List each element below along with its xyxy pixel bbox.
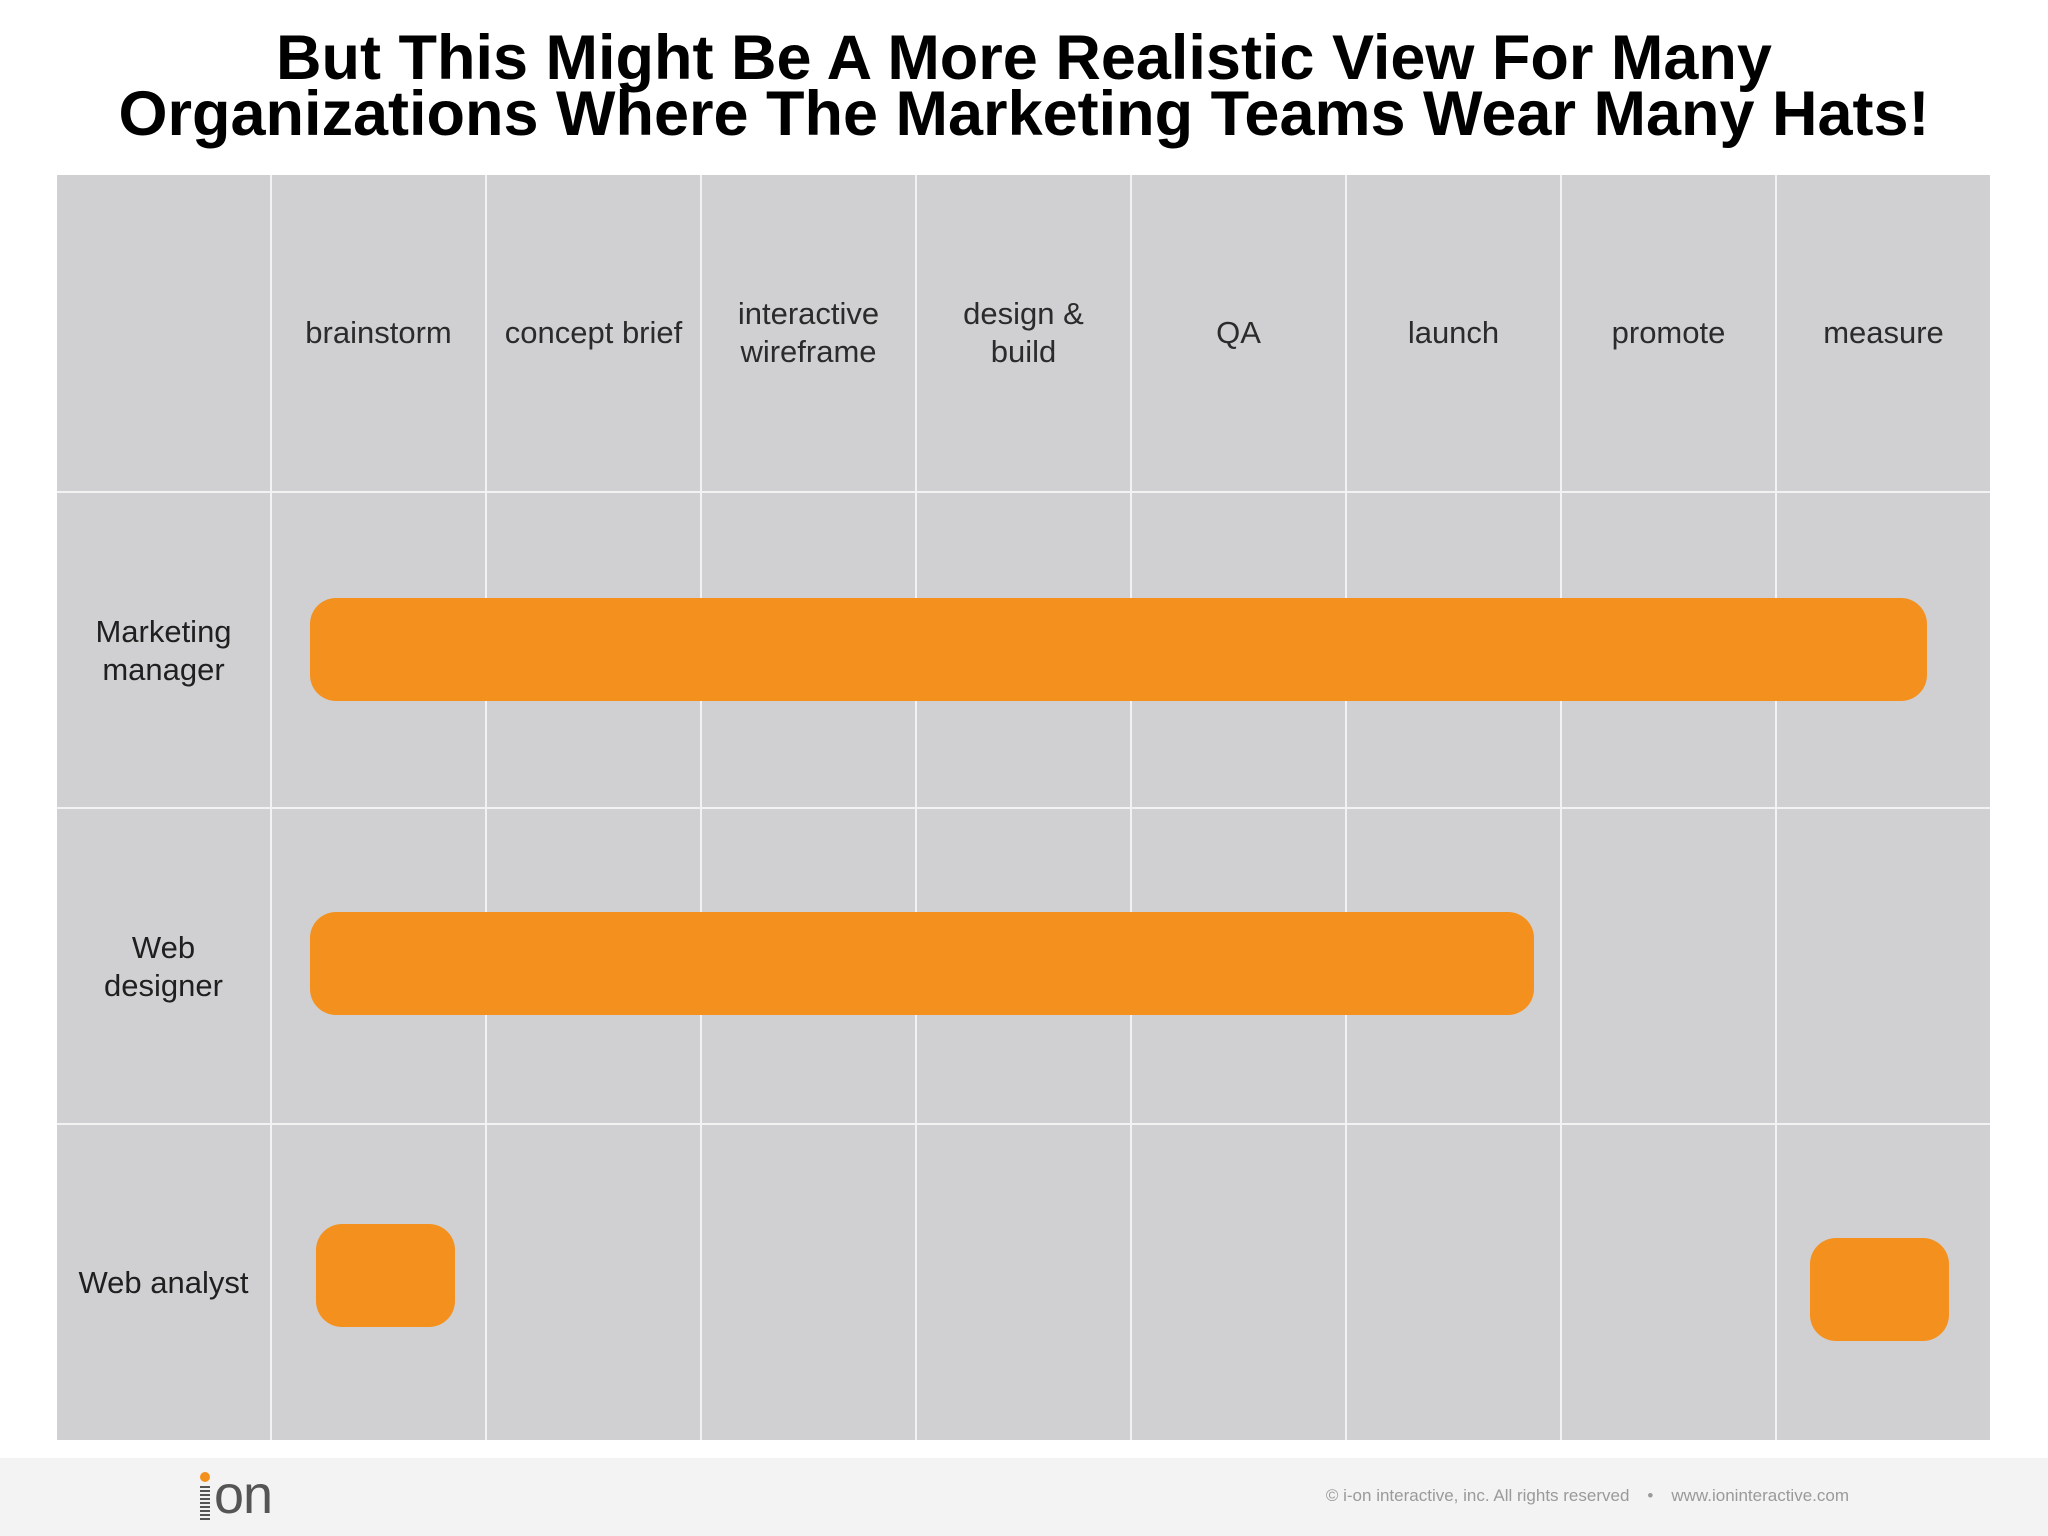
footer-credits: © i-on interactive, inc. All rights rese… [1326,1486,1849,1506]
slide-title-line-2: Organizations Where The Marketing Teams … [118,79,1930,149]
row-header-marketing-manager-label: Marketing manager [95,614,232,687]
footer: on © i-on interactive, inc. All rights r… [0,1458,2048,1536]
row-header-web-designer-label: Web designer [104,930,223,1003]
copyright-text: © i-on interactive, inc. All rights rese… [1325,1486,1630,1505]
column-header-launch: launch [1407,315,1500,350]
web-analyst-measure-bar [1810,1238,1949,1341]
column-header-brainstorm: brainstorm [305,315,452,350]
column-header-promote: promote [1611,315,1726,350]
web-designer-bar [310,912,1534,1015]
row-header-web-designer: Web designer [57,809,270,1125]
column-header-interactive-wireframe-label: interactive wireframe [737,296,880,369]
grid-divider [57,1123,1990,1125]
logo-stem-icon [200,1486,210,1520]
grid-divider [57,807,1990,809]
slide-title-line-1: But This Might Be A More Realistic View … [276,23,1772,93]
marketing-manager-bar [310,598,1927,701]
column-header-measure: measure [1823,315,1944,350]
column-header-design-build: design & build [917,175,1130,491]
web-analyst-brainstorm-bar [316,1224,455,1327]
row-header-marketing-manager: Marketing manager [57,493,270,809]
footer-separator: • [1647,1486,1654,1505]
logo-dot-icon [200,1472,210,1482]
column-header-interactive-wireframe: interactive wireframe [702,175,915,491]
column-header-design-build-label: design & build [963,296,1084,369]
ion-logo: on [198,1468,288,1522]
logo-text: on [214,1465,273,1525]
grid-divider [57,491,1990,493]
slide-title: But This Might Be A More Realistic View … [0,23,2048,149]
website-link[interactable]: www.ioninteractive.com [1671,1486,1849,1505]
column-header-concept-brief: concept brief [504,315,683,350]
row-header-web-analyst: Web analyst [78,1265,249,1300]
column-header-qa: QA [1216,315,1261,350]
responsibility-grid: brainstorm concept brief interactive wir… [57,175,1990,1440]
